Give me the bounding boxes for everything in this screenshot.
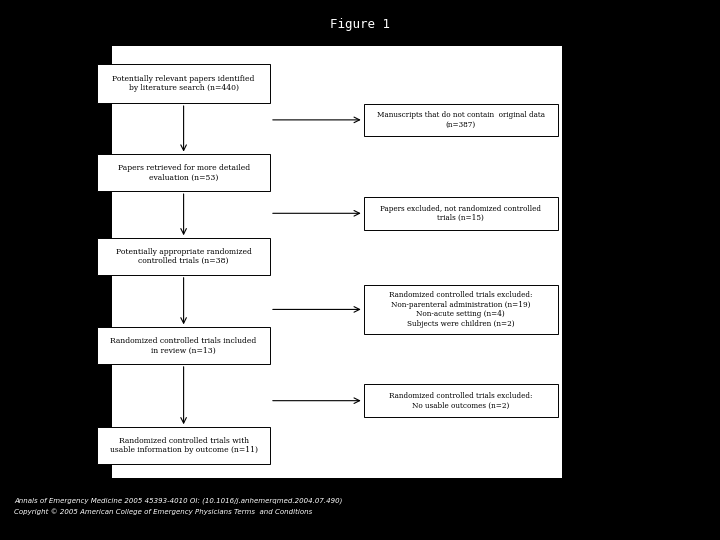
Text: Papers retrieved for more detailed
evaluation (n=53): Papers retrieved for more detailed evalu…	[117, 164, 250, 181]
Text: Potentially relevant papers identified
by literature search (n=440): Potentially relevant papers identified b…	[112, 75, 255, 92]
Bar	[364, 384, 558, 417]
Text: Figure 1: Figure 1	[330, 18, 390, 31]
Bar	[112, 46, 562, 478]
Bar	[97, 427, 270, 464]
Bar	[97, 64, 270, 103]
Text: Papers excluded, not randomized controlled
trials (n=15): Papers excluded, not randomized controll…	[380, 205, 541, 222]
Text: Randomized controlled trials excluded:
Non-parenteral administration (n=19)
Non-: Randomized controlled trials excluded: N…	[389, 291, 533, 328]
Text: Annals of Emergency Medicine 2005 45393-4010 OI: (10.1016/j.anhemerqmed.2004.07.: Annals of Emergency Medicine 2005 45393-…	[14, 498, 343, 504]
Bar	[364, 197, 558, 230]
Text: Potentially appropriate randomized
controlled trials (n=38): Potentially appropriate randomized contr…	[116, 248, 251, 265]
Bar	[97, 238, 270, 275]
Text: Randomized controlled trials excluded:
No usable outcomes (n=2): Randomized controlled trials excluded: N…	[389, 392, 533, 409]
Bar	[97, 327, 270, 364]
Text: Randomized controlled trials with
usable information by outcome (n=11): Randomized controlled trials with usable…	[109, 437, 258, 454]
Bar	[364, 285, 558, 334]
Text: Manuscripts that do not contain  original data
(n=387): Manuscripts that do not contain original…	[377, 111, 545, 129]
Text: Copyright © 2005 American College of Emergency Physicians Terms  and Conditions: Copyright © 2005 American College of Eme…	[14, 509, 312, 515]
Bar	[364, 104, 558, 136]
Text: Randomized controlled trials included
in review (n=13): Randomized controlled trials included in…	[110, 337, 257, 354]
Bar	[97, 154, 270, 191]
